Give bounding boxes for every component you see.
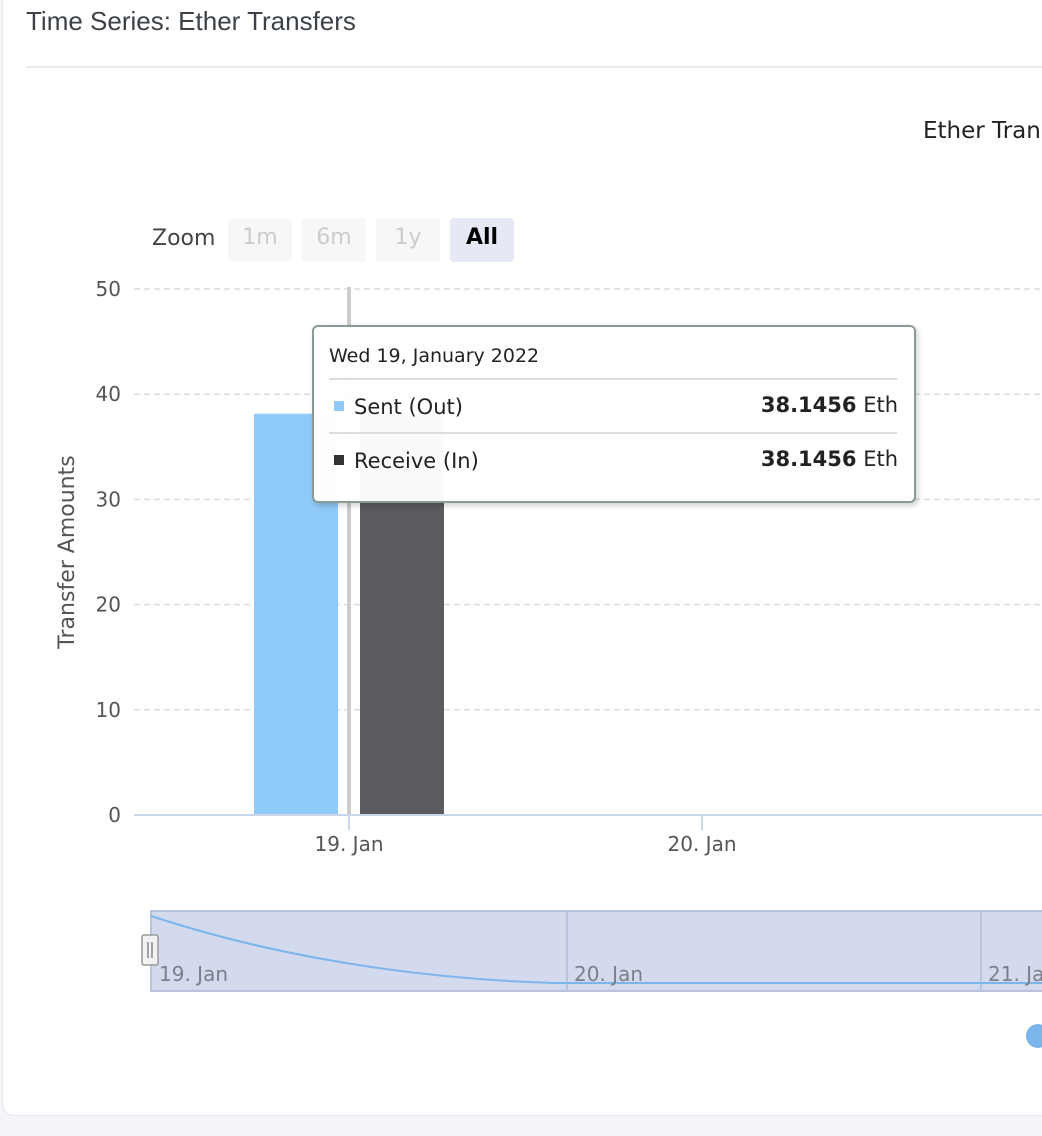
y-tick-label: 40 bbox=[96, 382, 121, 406]
navigator-label: 20. Jan bbox=[574, 962, 643, 986]
navigator-labels: 19. Jan 20. Jan 21. Ja bbox=[159, 962, 1042, 986]
y-tick-label: 30 bbox=[96, 487, 121, 511]
zoom-1y-button[interactable]: 1y bbox=[376, 218, 440, 262]
tooltip-row-sent: Sent (Out) 38.1456 Eth bbox=[332, 393, 898, 423]
tooltip-series-name: Sent (Out) bbox=[354, 395, 463, 419]
chart-title: Ether Tran bbox=[923, 118, 1041, 144]
y-tick-label: 0 bbox=[108, 803, 121, 827]
x-tick-label: 19. Jan bbox=[315, 832, 384, 856]
navigator-series-line bbox=[150, 915, 1042, 984]
y-tick-label: 50 bbox=[96, 277, 121, 301]
title-divider bbox=[26, 66, 1042, 68]
y-tick-label: 20 bbox=[96, 593, 121, 617]
x-tick-label: 20. Jan bbox=[668, 832, 737, 856]
navigator-label: 21. Ja bbox=[988, 962, 1042, 986]
zoom-label: Zoom bbox=[152, 226, 216, 251]
receive-swatch-icon bbox=[334, 455, 344, 465]
sent-swatch-icon bbox=[334, 401, 344, 411]
navigator-label: 19. Jan bbox=[159, 962, 228, 986]
zoom-1m-button[interactable]: 1m bbox=[228, 218, 292, 262]
y-axis-title: Transfer Amounts bbox=[55, 455, 80, 649]
tooltip-divider bbox=[329, 432, 897, 434]
scroll-indicator-icon[interactable] bbox=[1026, 1024, 1042, 1048]
tooltip-divider bbox=[329, 378, 897, 380]
tooltip-date: Wed 19, January 2022 bbox=[329, 345, 540, 367]
tooltip-series-name: Receive (In) bbox=[354, 449, 479, 473]
zoom-6m-button[interactable]: 6m bbox=[302, 218, 366, 262]
navigator-handle[interactable] bbox=[141, 934, 159, 966]
tooltip-row-receive: Receive (In) 38.1456 Eth bbox=[332, 447, 898, 477]
tooltip-series-value: 38.1456 Eth bbox=[760, 393, 898, 417]
zoom-all-button[interactable]: All bbox=[450, 218, 514, 262]
card-title: Time Series: Ether Transfers bbox=[26, 6, 356, 36]
tooltip: Wed 19, January 2022 Sent (Out) 38.1456 … bbox=[312, 325, 916, 503]
y-tick-label: 10 bbox=[96, 698, 121, 722]
navigator[interactable]: 19. Jan 20. Jan 21. Ja bbox=[141, 910, 1042, 992]
y-axis-ticks: 0 10 20 30 40 50 bbox=[96, 277, 121, 827]
tooltip-series-value: 38.1456 Eth bbox=[760, 447, 898, 471]
navigator-mask[interactable] bbox=[150, 910, 1042, 992]
